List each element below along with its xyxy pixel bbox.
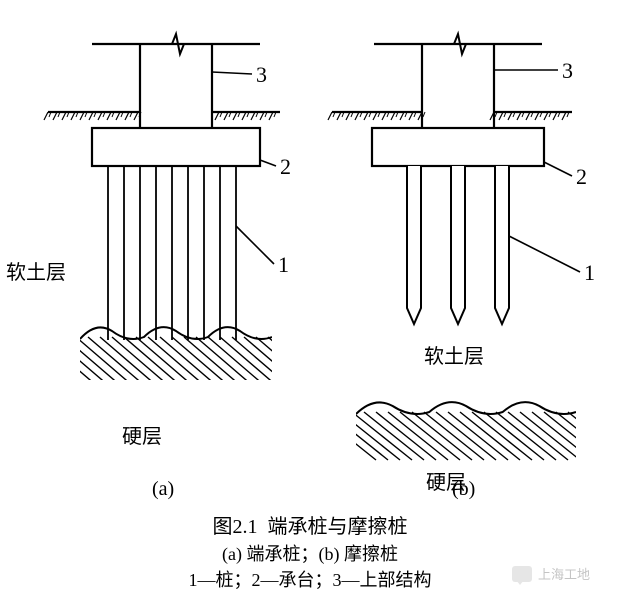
callout-3-a: 3 (256, 62, 267, 88)
figure-number: 图2.1 (213, 516, 258, 538)
soft-soil-label-a: 软土层 (6, 256, 66, 285)
panel-b-label: (b) (452, 478, 475, 501)
figure-title: 端承桩与摩擦桩 (268, 516, 408, 538)
callout-1-b: 1 (584, 260, 595, 286)
callout-1-a: 1 (278, 252, 289, 278)
callout-2-b: 2 (576, 164, 587, 190)
callout-3-b: 3 (562, 58, 573, 84)
wechat-icon (512, 566, 532, 582)
soft-soil-label-b: 软土层 (424, 340, 484, 369)
figure-caption: 图2.1 端承桩与摩擦桩 (0, 510, 620, 539)
hard-layer-label-a: 硬层 (122, 420, 162, 449)
figure-subcaption: (a) 端承桩；(b) 摩擦桩 (0, 540, 620, 566)
callout-2-a: 2 (280, 154, 291, 180)
watermark-text: 上海工地 (538, 564, 590, 583)
watermark: 上海工地 (512, 564, 590, 583)
panel-a-label: (a) (152, 478, 174, 501)
